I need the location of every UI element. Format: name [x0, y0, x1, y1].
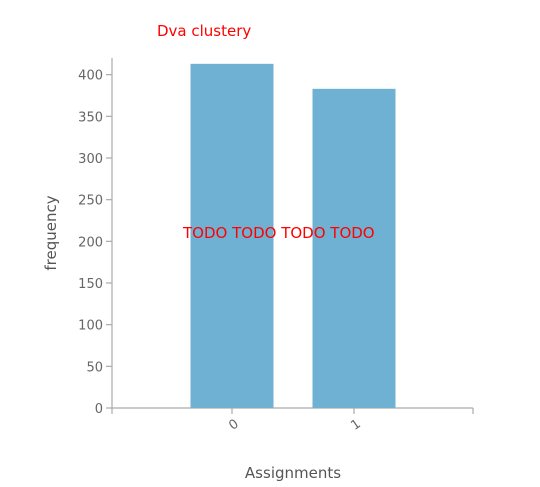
- placeholder-overlay-text: TODO TODO TODO TODO: [183, 224, 375, 242]
- chart-title-overlay: Dva clustery: [157, 22, 252, 40]
- x-axis-label: Assignments: [245, 464, 341, 482]
- bar-1: [312, 88, 396, 408]
- y-tick-label: 150: [78, 277, 103, 292]
- x-tick-label: 1: [348, 417, 363, 434]
- y-tick-label: 200: [78, 235, 103, 250]
- y-tick-label: 300: [78, 152, 103, 167]
- y-axis-label: frequency: [42, 195, 60, 270]
- y-tick-label: 400: [78, 69, 103, 84]
- y-axis: 0 50 100 150 200 250 300 350 400: [78, 58, 113, 417]
- bars: [190, 63, 396, 408]
- x-tick-label: 0: [226, 417, 241, 434]
- y-tick-label: 250: [78, 194, 103, 209]
- y-tick-label: 0: [95, 402, 103, 417]
- bar-0: [190, 63, 274, 408]
- y-tick-label: 100: [78, 319, 103, 334]
- y-tick-label: 50: [86, 360, 103, 375]
- y-tick-label: 350: [78, 110, 103, 125]
